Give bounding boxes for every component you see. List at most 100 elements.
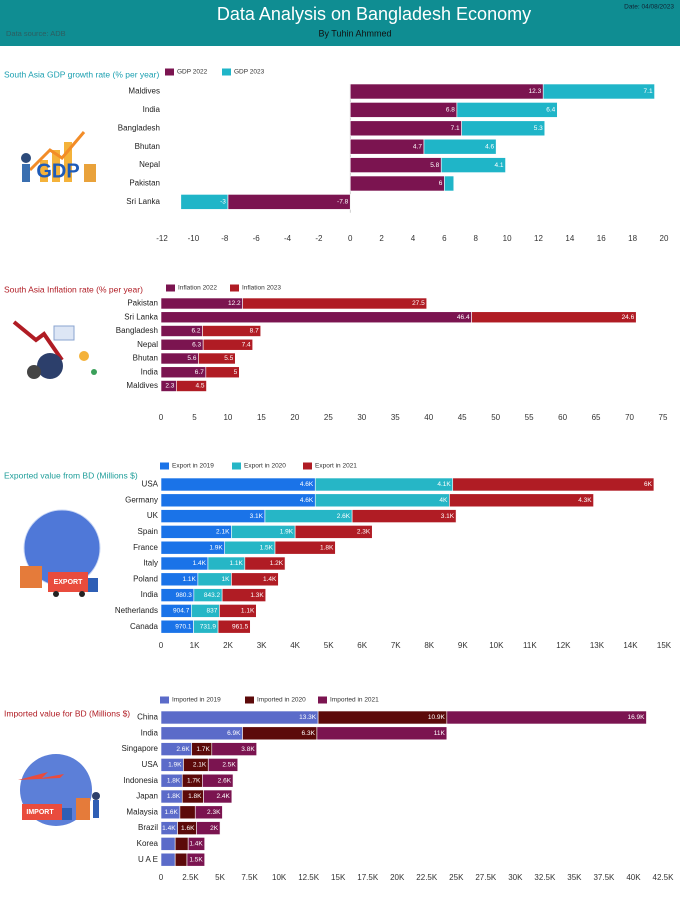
bar: [203, 789, 233, 804]
x-tick-label: 16: [597, 234, 606, 243]
legend-label: Imported in 2019: [172, 697, 221, 704]
x-tick-label: 75: [659, 413, 668, 422]
x-tick-label: 14K: [623, 641, 638, 650]
x-tick-label: 1K: [190, 641, 200, 650]
value-label: 4.1: [495, 162, 504, 169]
category-label: India: [141, 728, 159, 737]
chart-title: South Asia Inflation rate (% per year): [4, 284, 143, 294]
value-label: 6: [439, 180, 443, 187]
x-tick-label: 65: [592, 413, 601, 422]
value-label: 961.5: [232, 623, 249, 630]
value-label: 1.1K: [183, 576, 197, 583]
x-tick-label: 30K: [508, 873, 523, 882]
x-tick-label: 0: [159, 873, 164, 882]
illustration-text: GDP: [36, 160, 79, 182]
category-label: France: [133, 543, 158, 552]
value-label: 2.3: [165, 383, 174, 390]
x-tick-label: 20K: [390, 873, 405, 882]
bar: [349, 102, 458, 118]
bar: [316, 726, 448, 741]
value-label: 4.5: [195, 383, 204, 390]
legend-label: Export in 2020: [244, 463, 286, 470]
value-label: 2.1K: [193, 762, 207, 769]
value-label: 12.2: [228, 300, 241, 307]
bar: [174, 852, 188, 867]
value-label: 1.6K: [165, 809, 179, 816]
value-label: 1.1K: [241, 608, 255, 615]
bar: [423, 138, 497, 155]
value-label: 4.1K: [437, 481, 451, 488]
x-tick-label: 32.5K: [534, 873, 556, 882]
x-tick-label: 8K: [424, 641, 434, 650]
x-tick-label: 0: [159, 641, 164, 650]
value-label: 980.3: [176, 592, 193, 599]
bar: [244, 556, 286, 571]
legend-label: Imported in 2021: [330, 697, 379, 704]
value-label: 3.8K: [241, 746, 255, 753]
value-label: 27.5: [412, 300, 425, 307]
value-label: 13.3K: [299, 714, 317, 721]
x-tick-label: 5: [192, 413, 197, 422]
page-subtitle: By Tuhin Ahmmed: [318, 28, 391, 38]
bar: [180, 194, 229, 210]
illustration-text: IMPORT: [26, 809, 54, 816]
category-label: Nepal: [137, 340, 158, 349]
bar: [194, 805, 223, 820]
category-label: U A E: [138, 855, 158, 864]
x-tick-label: 25: [324, 413, 333, 422]
bar: [314, 477, 454, 492]
x-tick-label: 17.5K: [357, 873, 379, 882]
category-label: Singapore: [122, 744, 159, 753]
x-tick-label: 4: [411, 234, 416, 243]
x-tick-label: 3K: [257, 641, 267, 650]
value-label: 6.3: [192, 341, 201, 348]
value-label: 1.8K: [167, 777, 181, 784]
chart-title: South Asia GDP growth rate (% per year): [4, 69, 159, 79]
value-label: 2.3K: [207, 809, 221, 816]
category-label: Italy: [143, 559, 158, 568]
header-band: [0, 0, 680, 46]
value-label: 2.5K: [222, 762, 236, 769]
value-label: -3: [220, 199, 226, 206]
value-label: 1.4K: [189, 841, 203, 848]
x-tick-label: -10: [188, 234, 200, 243]
category-label: Bangladesh: [118, 123, 160, 132]
value-label: 10.9K: [428, 714, 446, 721]
x-tick-label: 8: [474, 234, 479, 243]
value-label: 1.8K: [167, 793, 181, 800]
bar: [202, 338, 253, 351]
x-tick-label: 2: [379, 234, 384, 243]
value-label: 6.8: [446, 107, 455, 114]
bar: [221, 588, 267, 602]
x-tick-label: 14: [565, 234, 574, 243]
x-tick-label: 4K: [290, 641, 300, 650]
value-label: 843.2: [204, 592, 221, 599]
value-label: 12.3: [529, 88, 542, 95]
bar: [452, 477, 655, 492]
bar: [274, 540, 336, 555]
value-label: 2K: [210, 825, 219, 832]
category-label: Indonesia: [123, 776, 158, 785]
value-label: 4.6K: [300, 481, 314, 488]
bar: [446, 710, 647, 725]
category-label: China: [137, 713, 158, 722]
x-tick-label: 70: [625, 413, 634, 422]
category-label: Korea: [137, 839, 159, 848]
x-tick-label: 0: [159, 413, 164, 422]
legend-swatch: [160, 462, 169, 470]
gdp-illustration: GDP: [21, 131, 96, 182]
value-label: 6.3K: [302, 730, 316, 737]
legend-swatch: [160, 696, 169, 704]
value-label: 7.1: [451, 125, 460, 132]
bar: [211, 742, 257, 756]
x-tick-label: 18: [628, 234, 637, 243]
legend-swatch: [232, 462, 241, 470]
legend-label: Export in 2021: [315, 463, 357, 470]
category-label: Malaysia: [126, 807, 158, 816]
legend-label: Inflation 2023: [242, 285, 281, 292]
bar: [542, 83, 655, 100]
x-tick-label: 35K: [567, 873, 582, 882]
x-tick-label: -8: [221, 234, 229, 243]
value-label: 2.1K: [216, 529, 230, 536]
value-label: 1.5K: [260, 544, 274, 551]
